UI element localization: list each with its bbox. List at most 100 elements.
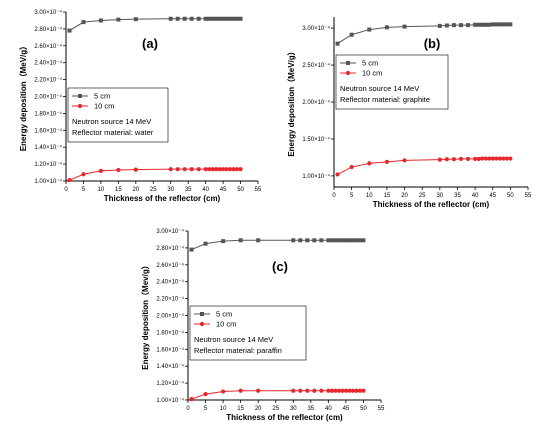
- data-point: [367, 161, 372, 166]
- x-tick-label: 50: [507, 193, 514, 199]
- y-tick-label: 2.00×10⁻⁴: [34, 94, 62, 101]
- annotation: Reflector material: paraffin: [194, 346, 282, 355]
- data-point: [221, 239, 226, 244]
- data-point: [340, 238, 345, 243]
- x-tick-label: 30: [290, 406, 297, 412]
- x-tick-label: 55: [255, 187, 262, 193]
- data-point: [182, 167, 187, 172]
- data-point: [189, 397, 194, 402]
- data-point: [196, 16, 201, 21]
- x-tick-label: 0: [332, 193, 336, 199]
- data-point: [490, 156, 495, 161]
- data-point: [291, 238, 296, 243]
- legend-entry: 5 cm: [94, 92, 110, 101]
- x-axis-title: Thickness of the reflector (cm): [373, 200, 490, 209]
- data-point: [343, 388, 349, 393]
- data-point: [189, 167, 194, 172]
- x-tick-label: 40: [325, 406, 332, 412]
- data-point: [504, 156, 509, 161]
- data-point: [224, 167, 229, 172]
- chart-panel-2: 0 5 10 15 20 25 30 35 40 45 50 55 1.00×10⁻⁴ 1.50×10⁻⁴…: [286, 17, 532, 209]
- data-point: [231, 167, 236, 172]
- annotation: Reflector material: water: [72, 128, 154, 137]
- legend-box: [67, 87, 169, 143]
- data-point: [335, 172, 340, 177]
- data-point: [357, 388, 363, 393]
- x-tick-label: 15: [237, 406, 244, 412]
- data-point: [501, 156, 506, 161]
- y-tick-label: 1.40×10⁻⁴: [34, 144, 62, 151]
- data-point: [508, 156, 513, 161]
- data-point: [465, 156, 471, 162]
- data-point: [451, 157, 457, 162]
- data-point: [214, 16, 219, 21]
- data-point: [214, 167, 219, 172]
- y-tick-label: 1.00×10⁻⁴: [302, 173, 330, 180]
- data-point: [228, 16, 233, 21]
- x-tick-label: 30: [167, 187, 174, 193]
- x-tick-label: 5: [204, 406, 208, 412]
- y-tick-label: 1.00×10⁻⁴: [34, 178, 62, 185]
- x-tick-label: 0: [64, 187, 68, 193]
- data-point: [402, 24, 407, 29]
- data-point: [235, 16, 240, 21]
- y-tick-label: 2.40×10⁻⁴: [34, 60, 62, 67]
- data-point: [347, 388, 352, 393]
- data-point: [182, 16, 187, 21]
- data-point: [217, 16, 222, 21]
- x-tick-label: 20: [255, 406, 262, 412]
- y-tick-label: 3.00×10⁻⁴: [156, 228, 184, 235]
- x-tick-label: 20: [401, 193, 408, 199]
- data-point: [354, 238, 359, 243]
- y-axis-title: Energy deposition（MeV/g）: [18, 42, 28, 151]
- data-point: [203, 16, 208, 21]
- data-point: [256, 238, 261, 243]
- data-point: [175, 16, 180, 21]
- x-tick-label: 25: [150, 187, 157, 193]
- x-tick-label: 5: [350, 193, 354, 199]
- data-point: [227, 167, 233, 172]
- data-point: [67, 28, 72, 33]
- y-tick-label: 2.50×10⁻⁴: [302, 62, 330, 69]
- data-point: [350, 238, 355, 243]
- data-point: [312, 388, 317, 393]
- data-point: [476, 22, 481, 27]
- data-point: [210, 167, 215, 172]
- x-tick-label: 5: [82, 187, 86, 193]
- data-point: [221, 16, 226, 21]
- x-axis-title: Thickness of the reflector (cm): [226, 413, 343, 422]
- y-tick-label: 1.80×10⁻⁴: [156, 329, 184, 336]
- data-point: [494, 156, 499, 161]
- data-point: [298, 388, 303, 393]
- data-point: [291, 388, 296, 393]
- annotation: Reflector material: graphite: [340, 95, 430, 104]
- x-tick-label: 50: [237, 187, 244, 193]
- data-point: [335, 41, 340, 46]
- data-point: [384, 159, 390, 164]
- x-tick-label: 45: [343, 406, 350, 412]
- data-point: [437, 23, 442, 28]
- x-tick-label: 15: [115, 187, 122, 193]
- data-point: [207, 167, 212, 172]
- data-point: [349, 32, 354, 37]
- x-tick-label: 35: [185, 187, 192, 193]
- y-tick-label: 2.40×10⁻⁴: [156, 279, 184, 286]
- data-point: [189, 247, 194, 252]
- data-point: [494, 22, 499, 27]
- x-tick-label: 25: [419, 193, 426, 199]
- annotation: Neutron source 14 MeV: [72, 117, 151, 126]
- data-point: [319, 388, 324, 393]
- data-point: [329, 238, 334, 243]
- data-point: [305, 238, 310, 243]
- y-tick-label: 1.40×10⁻⁴: [156, 363, 184, 370]
- data-point: [333, 238, 338, 243]
- x-axis-title: Thickness of the reflector (cm): [104, 194, 221, 203]
- data-point: [347, 238, 352, 243]
- data-point: [203, 391, 208, 397]
- data-point: [319, 238, 324, 243]
- y-tick-label: 2.60×10⁻⁴: [156, 262, 184, 269]
- x-tick-label: 0: [186, 406, 190, 412]
- x-tick-label: 10: [98, 187, 105, 193]
- data-point: [437, 157, 442, 162]
- y-tick-label: 2.20×10⁻⁴: [34, 77, 62, 84]
